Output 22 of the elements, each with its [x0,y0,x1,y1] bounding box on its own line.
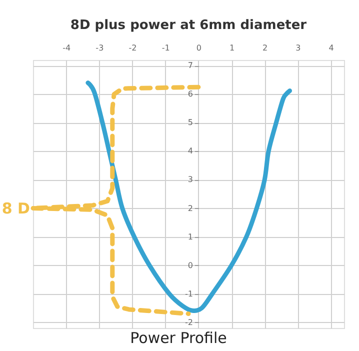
y-tick-label: -2 [184,318,193,327]
x-axis-title: Power Profile [130,329,227,347]
x-tick-label: 0 [196,44,202,52]
x-tick-label: -1 [162,44,170,52]
x-tick-label: -2 [128,44,137,52]
x-tick-label: -4 [62,44,71,52]
x-tick-label: -3 [96,44,104,52]
x-tick-label: 3 [296,44,301,52]
x-tick-label: 1 [229,44,235,52]
y-tick-label: 5 [188,118,193,128]
y-tick-label: 1 [188,232,193,242]
y-tick-label: 0 [188,260,193,270]
y-tick-label: 7 [188,61,193,70]
x-tick-label: 2 [262,44,268,52]
x-tick-label: 4 [328,44,334,52]
chart-title: 8D plus power at 6mm diameter [70,18,308,33]
y-tick-label: 6 [188,90,193,99]
text: 8 D [2,199,30,218]
y-tick-label: -1 [184,289,193,298]
y-tick-label: 4 [188,146,193,156]
y-tick-label: 3 [188,175,193,184]
y-tick-label: 2 [188,204,193,213]
